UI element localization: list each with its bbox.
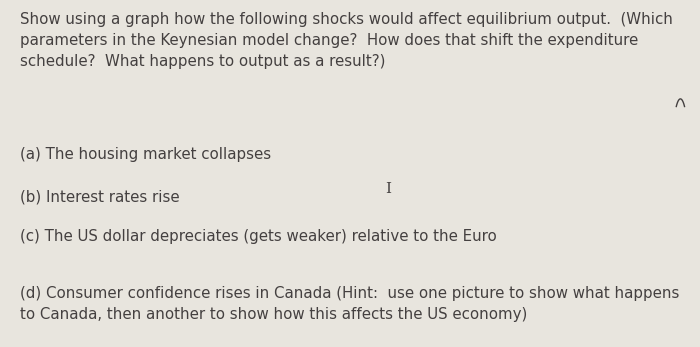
Text: (a) The housing market collapses: (a) The housing market collapses bbox=[20, 147, 271, 162]
Text: I: I bbox=[386, 182, 391, 196]
Text: Show using a graph how the following shocks would affect equilibrium output.  (W: Show using a graph how the following sho… bbox=[20, 12, 673, 69]
Text: (c) The US dollar depreciates (gets weaker) relative to the Euro: (c) The US dollar depreciates (gets weak… bbox=[20, 229, 496, 244]
Text: (b) Interest rates rise: (b) Interest rates rise bbox=[20, 189, 179, 204]
Text: (d) Consumer confidence rises in Canada (Hint:  use one picture to show what hap: (d) Consumer confidence rises in Canada … bbox=[20, 286, 679, 322]
